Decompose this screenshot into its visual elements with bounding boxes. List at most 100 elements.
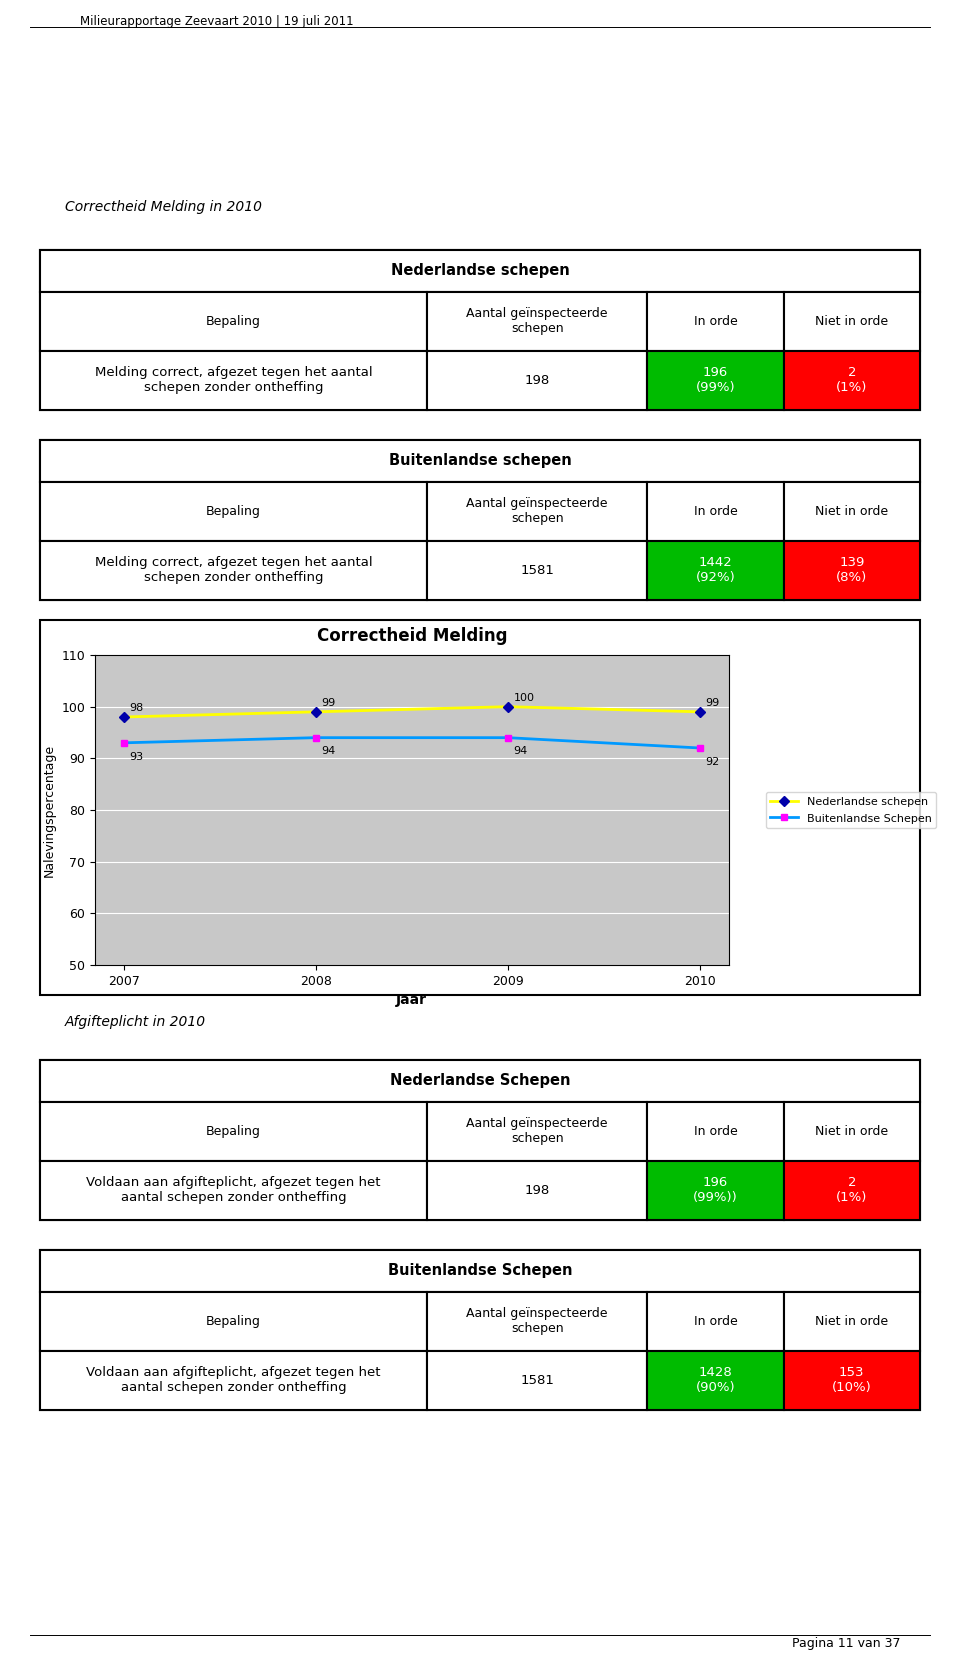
Bar	[783, 351, 920, 411]
Bar	[647, 1161, 783, 1221]
Bar	[40, 1350, 427, 1410]
Bar	[783, 540, 920, 600]
Text: Bepaling: Bepaling	[206, 314, 261, 328]
Bar	[40, 249, 920, 411]
Text: Aantal geïnspecteerde
schepen: Aantal geïnspecteerde schepen	[467, 1307, 608, 1335]
Bar	[783, 1101, 920, 1161]
Text: 1581: 1581	[520, 564, 554, 577]
Nederlandse schepen	[694, 702, 706, 722]
Text: In orde: In orde	[693, 314, 737, 328]
Bar	[647, 351, 783, 411]
Bar	[40, 482, 427, 540]
Text: Buitenlandse Schepen: Buitenlandse Schepen	[388, 1264, 572, 1279]
Text: 100: 100	[514, 693, 535, 703]
Legend: Nederlandse schepen, Buitenlandse Schepen: Nederlandse schepen, Buitenlandse Schepe…	[766, 792, 936, 828]
Bar	[427, 1101, 647, 1161]
Text: Pagina 11 van 37: Pagina 11 van 37	[791, 1636, 900, 1650]
Bar	[647, 482, 783, 540]
Text: 94: 94	[322, 747, 336, 757]
Text: In orde: In orde	[693, 1315, 737, 1327]
Line: Buitenlandse Schepen: Buitenlandse Schepen	[120, 733, 704, 752]
Text: Voldaan aan afgifteplicht, afgezet tegen het
aantal schepen zonder ontheffing: Voldaan aan afgifteplicht, afgezet tegen…	[86, 1176, 381, 1204]
Text: 1428
(90%): 1428 (90%)	[696, 1367, 735, 1394]
Buitenlandse Schepen	[502, 728, 514, 748]
Text: 2
(1%): 2 (1%)	[836, 1176, 868, 1204]
Bar	[40, 1251, 920, 1292]
Bar	[647, 540, 783, 600]
Text: Niet in orde: Niet in orde	[815, 504, 888, 517]
Text: Nederlandse schepen: Nederlandse schepen	[391, 263, 569, 278]
Text: Correctheid Melding in 2010: Correctheid Melding in 2010	[65, 200, 262, 215]
Bar	[427, 540, 647, 600]
Bar	[427, 1292, 647, 1350]
Bar	[783, 1292, 920, 1350]
Bar	[40, 441, 920, 600]
Bar	[40, 540, 427, 600]
Bar	[647, 1101, 783, 1161]
Text: Buitenlandse schepen: Buitenlandse schepen	[389, 454, 571, 469]
Text: Bepaling: Bepaling	[206, 1124, 261, 1137]
Text: 99: 99	[322, 698, 336, 708]
Nederlandse schepen	[118, 707, 130, 727]
Title: Correctheid Melding: Correctheid Melding	[317, 627, 507, 645]
Bar	[40, 249, 920, 291]
Text: Aantal geïnspecteerde
schepen: Aantal geïnspecteerde schepen	[467, 308, 608, 336]
Bar	[40, 351, 427, 411]
Buitenlandse Schepen	[694, 738, 706, 758]
Text: Melding correct, afgezet tegen het aantal
schepen zonder ontheffing: Melding correct, afgezet tegen het aanta…	[95, 366, 372, 394]
Bar	[40, 1251, 920, 1410]
Bar	[40, 1292, 427, 1350]
Text: 1581: 1581	[520, 1374, 554, 1387]
Text: Melding correct, afgezet tegen het aantal
schepen zonder ontheffing: Melding correct, afgezet tegen het aanta…	[95, 557, 372, 584]
Bar	[427, 291, 647, 351]
Text: 196
(99%)): 196 (99%))	[693, 1176, 738, 1204]
Text: Niet in orde: Niet in orde	[815, 1124, 888, 1137]
Bar	[783, 1350, 920, 1410]
Bar	[40, 291, 427, 351]
Y-axis label: Nalevingspercentage: Nalevingspercentage	[43, 743, 56, 876]
Bar	[40, 1101, 427, 1161]
Text: 92: 92	[706, 757, 720, 767]
Text: In orde: In orde	[693, 1124, 737, 1137]
Text: 94: 94	[514, 747, 528, 757]
Text: Niet in orde: Niet in orde	[815, 1315, 888, 1327]
Text: 153
(10%): 153 (10%)	[832, 1367, 872, 1394]
Text: 2
(1%): 2 (1%)	[836, 366, 868, 394]
Bar	[427, 351, 647, 411]
Bar	[40, 620, 920, 994]
Text: 93: 93	[130, 752, 143, 762]
Line: Nederlandse schepen: Nederlandse schepen	[120, 703, 704, 720]
Text: Milieurapportage Zeevaart 2010 | 19 juli 2011: Milieurapportage Zeevaart 2010 | 19 juli…	[80, 15, 353, 28]
Text: Aantal geïnspecteerde
schepen: Aantal geïnspecteerde schepen	[467, 1118, 608, 1146]
Buitenlandse Schepen	[310, 728, 322, 748]
Text: In orde: In orde	[693, 504, 737, 517]
Bar	[647, 1350, 783, 1410]
Bar	[783, 1161, 920, 1221]
Bar	[427, 1161, 647, 1221]
Bar	[427, 482, 647, 540]
Text: Niet in orde: Niet in orde	[815, 314, 888, 328]
Bar	[40, 1059, 920, 1101]
Text: Voldaan aan afgifteplicht, afgezet tegen het
aantal schepen zonder ontheffing: Voldaan aan afgifteplicht, afgezet tegen…	[86, 1367, 381, 1394]
Bar	[783, 291, 920, 351]
Nederlandse schepen	[310, 702, 322, 722]
Text: 99: 99	[706, 698, 720, 708]
Text: 198: 198	[524, 1184, 550, 1197]
Nederlandse schepen	[502, 697, 514, 717]
Text: Bepaling: Bepaling	[206, 504, 261, 517]
Bar	[427, 1350, 647, 1410]
Text: 1442
(92%): 1442 (92%)	[696, 557, 735, 584]
Bar	[40, 441, 920, 482]
Text: Bepaling: Bepaling	[206, 1315, 261, 1327]
Bar	[647, 1292, 783, 1350]
Bar	[40, 1161, 427, 1221]
Text: 198: 198	[524, 374, 550, 387]
Text: Aantal geïnspecteerde
schepen: Aantal geïnspecteerde schepen	[467, 497, 608, 526]
Text: 139
(8%): 139 (8%)	[836, 557, 868, 584]
Bar	[40, 1059, 920, 1221]
Text: 196
(99%): 196 (99%)	[696, 366, 735, 394]
Buitenlandse Schepen	[118, 733, 130, 753]
Text: Afgifteplicht in 2010: Afgifteplicht in 2010	[65, 1014, 206, 1029]
X-axis label: Jaar: Jaar	[396, 993, 427, 1008]
Bar	[783, 482, 920, 540]
